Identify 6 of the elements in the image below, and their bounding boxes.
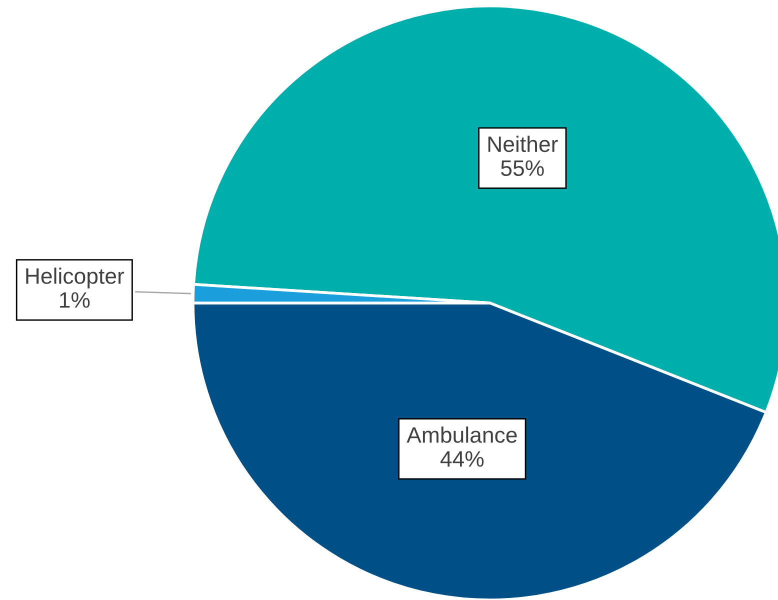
slice-label: Ambulance [406, 426, 517, 443]
slice-label: Neither [488, 136, 558, 152]
data-label: 55% [501, 160, 544, 176]
data-label: 1% [60, 292, 90, 308]
slice-label: Helicopter [26, 268, 124, 288]
data-label: 44% [440, 451, 484, 467]
